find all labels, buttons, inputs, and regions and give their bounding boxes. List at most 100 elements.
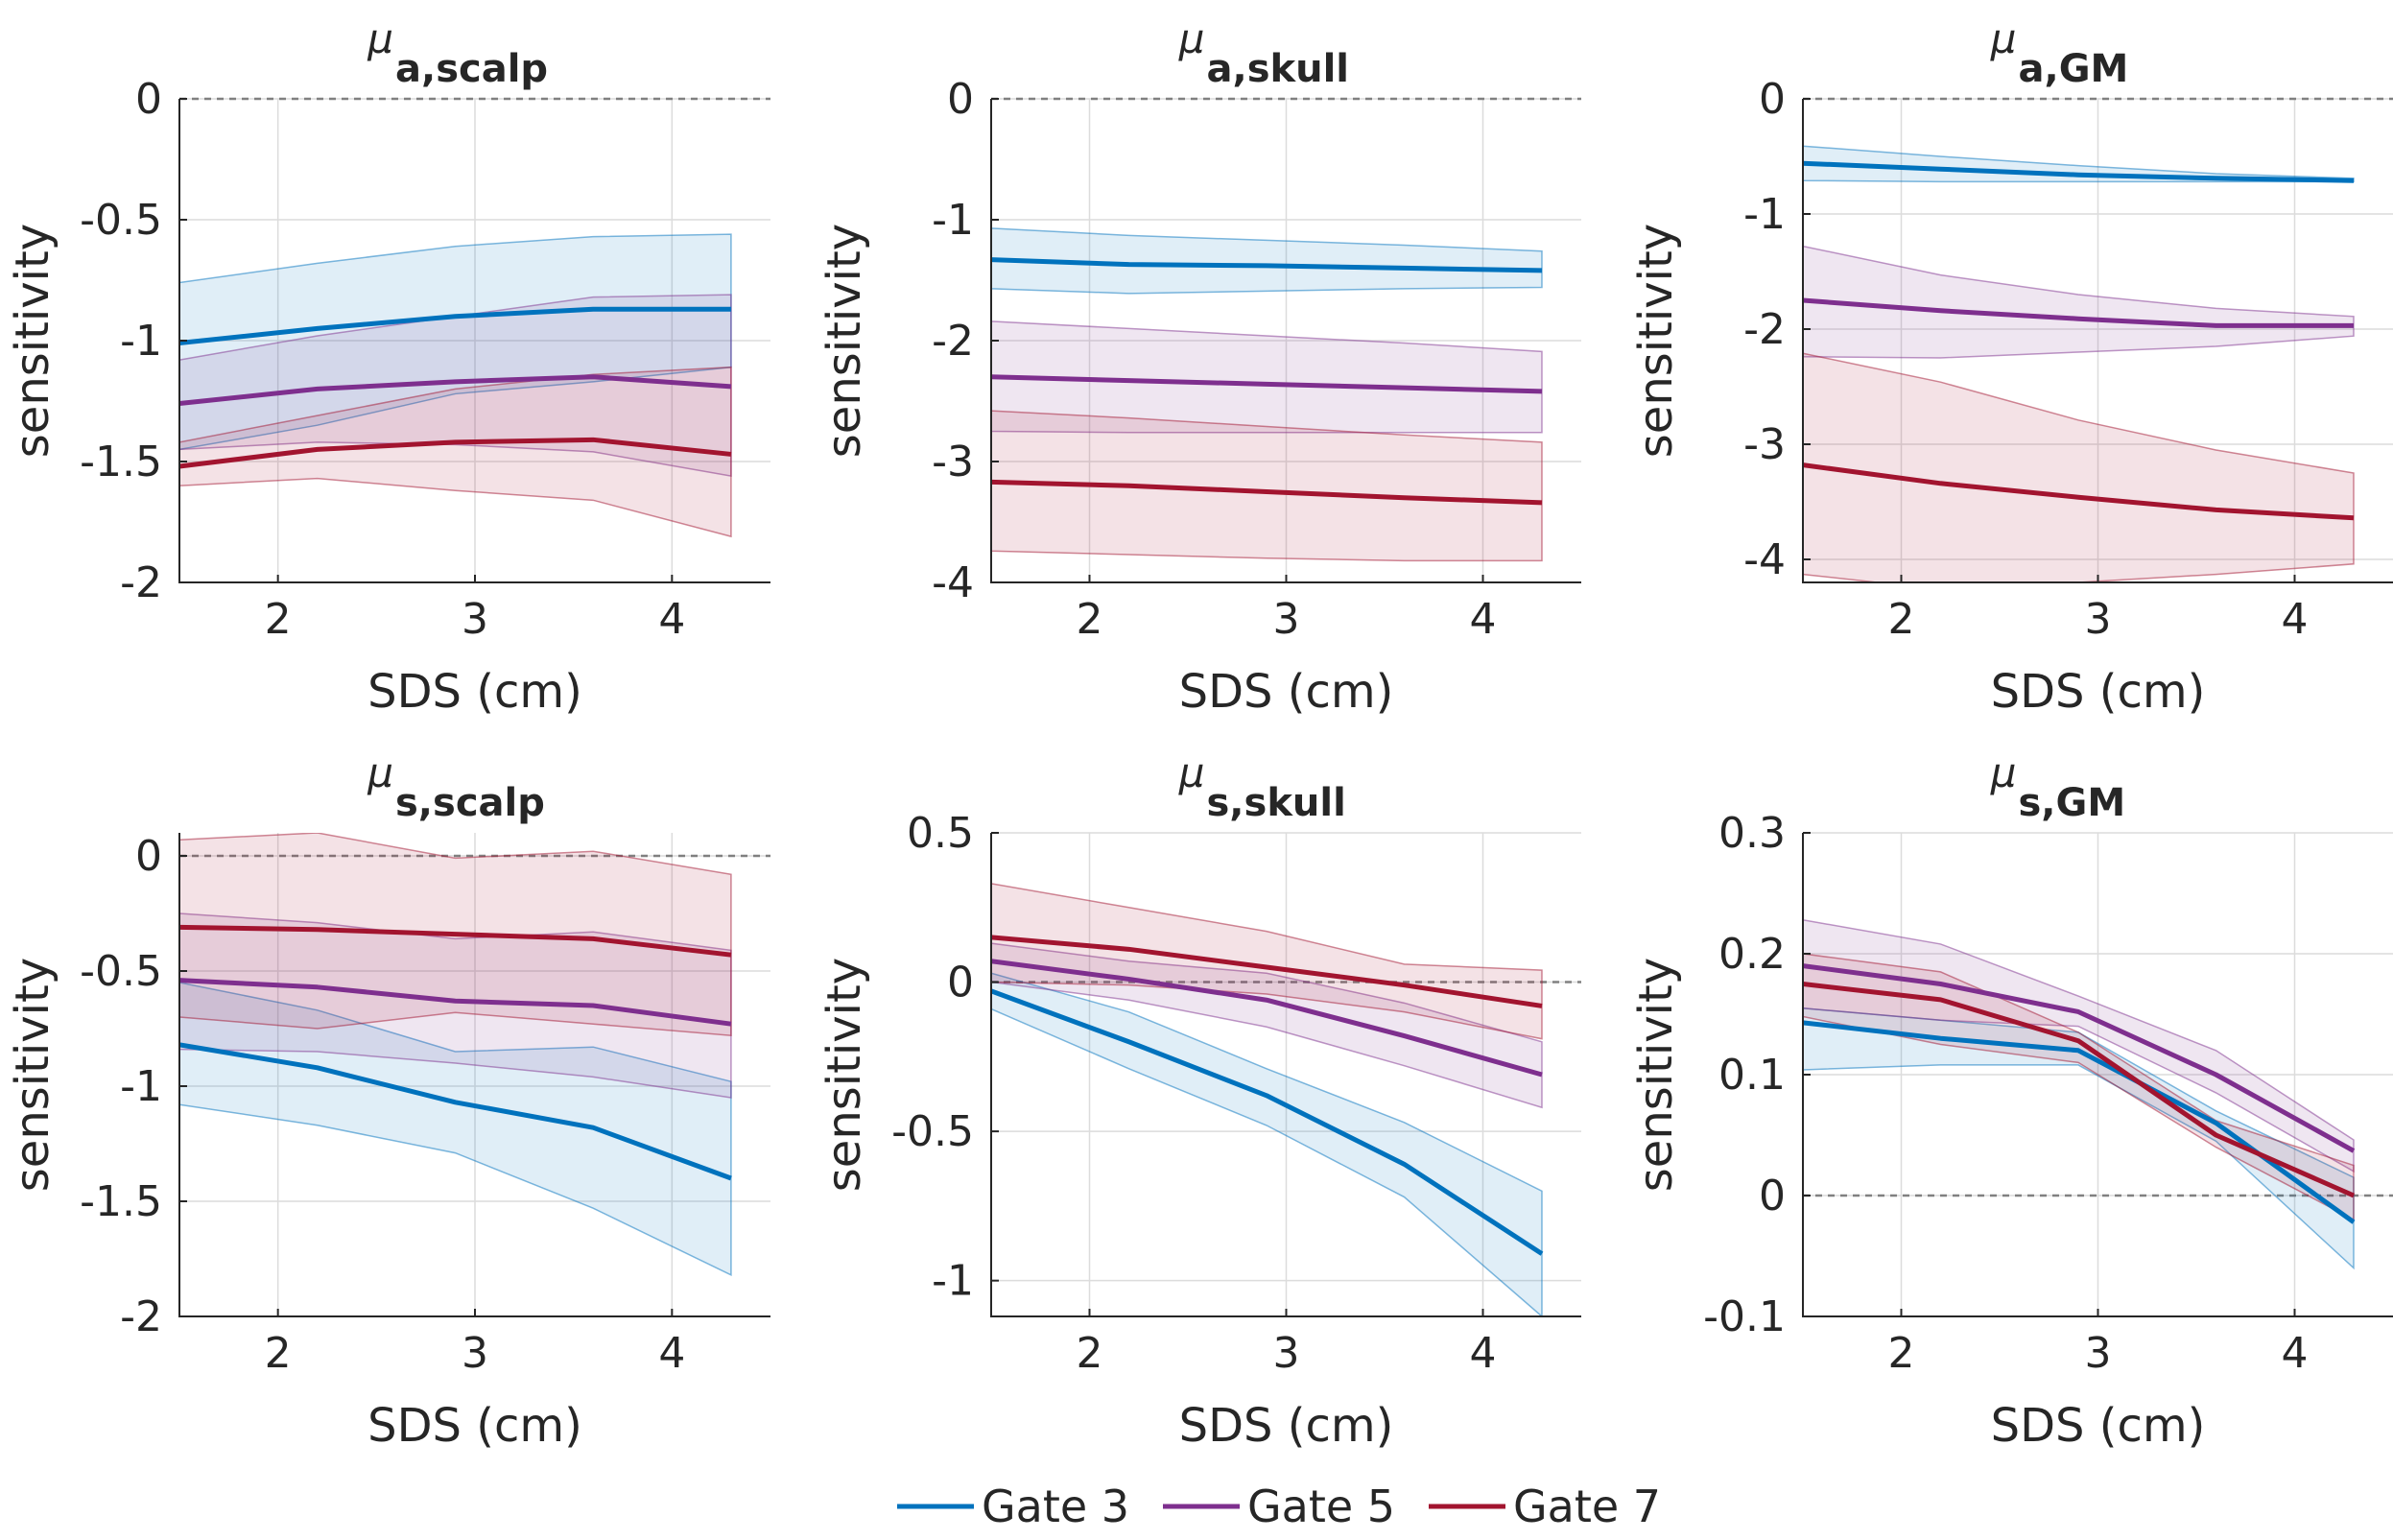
plot-area — [1803, 918, 2356, 1270]
y-tick-label: 0.1 — [1718, 1051, 1786, 1100]
x-tick-label: 3 — [2085, 1329, 2112, 1378]
x-tick-label: 4 — [658, 595, 685, 644]
subplot-mus-scalp: 2 3 4 -2 -1.5 -1 -0.5 0 SDS (cm) sensitivity μs,sc… — [6, 749, 770, 1453]
y-tick-label: -2 — [932, 317, 974, 366]
y-tick-label: -2 — [120, 558, 162, 607]
y-axis-label: sensitivity — [6, 958, 59, 1192]
y-tick-label: -2 — [120, 1292, 162, 1341]
y-tick-label: -1.5 — [80, 1177, 162, 1226]
series-line-gate-7 — [991, 479, 1543, 506]
y-axis-label: sensitivity — [817, 958, 871, 1192]
y-tick-label: -0.5 — [80, 947, 162, 996]
legend: Gate 3 Gate 5 Gate 7 — [883, 1473, 1689, 1540]
x-axis-label: SDS (cm) — [1991, 1399, 2206, 1453]
y-tick-label: -1 — [932, 196, 974, 245]
series-line-gate-7 — [1803, 462, 2355, 521]
confidence-band-gate-7 — [991, 883, 1543, 1040]
x-tick-label: 4 — [1470, 1329, 1497, 1378]
y-tick-label: 0 — [947, 75, 974, 124]
x-axis-label: SDS (cm) — [1179, 665, 1394, 719]
confidence-band-gate-5 — [991, 320, 1543, 434]
plot-area — [991, 883, 1544, 1316]
subplot-title-subscript: a,scalp — [395, 47, 548, 91]
subplot-mus-gm: 2 3 4 -0.1 0 0.1 0.2 0.3 SDS (cm) sensitivity μs,G… — [1629, 749, 2393, 1453]
series-line-gate-3 — [1803, 160, 2355, 183]
series-line-gate-7 — [179, 437, 732, 469]
x-tick-label: 4 — [658, 1329, 685, 1378]
series-line-gate-3 — [991, 257, 1543, 273]
y-tick-label: -0.5 — [891, 1107, 974, 1156]
y-tick-label: -4 — [932, 558, 974, 607]
legend-label-gate-7: Gate 7 — [1513, 1481, 1661, 1532]
confidence-band-gate-3 — [991, 972, 1543, 1316]
x-tick-label: 2 — [1888, 1329, 1915, 1378]
series-line-gate-3 — [179, 306, 731, 346]
y-tick-label: -1 — [932, 1257, 974, 1306]
plot-area — [1803, 145, 2355, 582]
subplot-title-subscript: a,GM — [2019, 47, 2129, 91]
series-line-gate-5 — [991, 374, 1543, 394]
subplot-mus-skull: 2 3 4 -1 -0.5 0 0.5 SDS (cm) sensitivity μs,skull — [817, 749, 1581, 1453]
series-line-gate-3 — [991, 988, 1544, 1256]
subplot-title-symbol: μ — [1990, 749, 2017, 796]
plot-area — [991, 227, 1543, 562]
x-tick-label: 2 — [265, 595, 292, 644]
subplot-title-symbol: μ — [1178, 15, 1205, 62]
confidence-band-gate-7 — [1803, 352, 2355, 582]
subplot-mua-scalp: 2 3 4 -2 -1.5 -1 -0.5 0 SDS (cm) sensitivity μa,sc… — [6, 15, 770, 719]
y-tick-label: -0.5 — [80, 196, 162, 245]
x-tick-label: 2 — [1077, 595, 1103, 644]
x-axis-label: SDS (cm) — [1991, 665, 2206, 719]
y-tick-label: -3 — [1743, 420, 1786, 469]
subplot-title-symbol: μ — [1178, 749, 1205, 796]
y-tick-label: -1 — [120, 1062, 162, 1111]
x-tick-label: 3 — [462, 595, 488, 644]
y-axis-label: sensitivity — [1629, 958, 1683, 1192]
x-tick-label: 3 — [462, 1329, 488, 1378]
series-line-gate-7 — [1803, 982, 2356, 1198]
confidence-band-gate-3 — [179, 982, 732, 1276]
y-tick-label: 0 — [1759, 1172, 1786, 1220]
confidence-band-gate-5 — [1803, 245, 2355, 359]
x-axis-label: SDS (cm) — [367, 665, 582, 719]
subplot-title-subscript: s,scalp — [395, 781, 545, 825]
series-line-gate-7 — [991, 935, 1543, 1008]
confidence-band-gate-3 — [991, 227, 1543, 295]
subplot-mua-skull: 2 3 4 -4 -3 -2 -1 0 SDS (cm) sensitivity μa,skull — [817, 15, 1581, 719]
x-tick-label: 4 — [2282, 1329, 2309, 1378]
x-tick-label: 4 — [2282, 595, 2309, 644]
subplot-title-subscript: s,skull — [1207, 781, 1346, 825]
y-tick-label: -2 — [1743, 305, 1786, 354]
y-tick-label: 0.3 — [1718, 809, 1786, 858]
x-tick-label: 2 — [1888, 595, 1915, 644]
series-line-gate-5 — [1803, 963, 2356, 1153]
y-tick-label: -1 — [120, 317, 162, 366]
series-line-gate-3 — [179, 1042, 732, 1181]
subplot-title-subscript: s,GM — [2019, 781, 2126, 825]
x-tick-label: 4 — [1470, 595, 1497, 644]
plot-area — [179, 833, 732, 1276]
series-line-gate-5 — [179, 374, 732, 407]
x-tick-label: 2 — [265, 1329, 292, 1378]
y-tick-label: -1.5 — [80, 438, 162, 486]
subplot-title-symbol: μ — [1990, 15, 2017, 62]
y-tick-label: -4 — [1743, 535, 1786, 584]
y-axis-label: sensitivity — [817, 224, 871, 458]
subplot-title-subscript: a,skull — [1207, 47, 1350, 91]
axes-frame — [1802, 99, 2393, 583]
x-tick-label: 3 — [1273, 595, 1300, 644]
legend-box — [883, 1473, 1689, 1540]
x-tick-label: 3 — [1273, 1329, 1300, 1378]
y-tick-label: 0 — [135, 832, 162, 881]
legend-label-gate-5: Gate 5 — [1247, 1481, 1395, 1532]
confidence-band-gate-7 — [179, 366, 732, 538]
plot-area — [179, 233, 732, 538]
subplot-title-symbol: μ — [367, 749, 393, 796]
y-tick-label: 0.2 — [1718, 930, 1786, 979]
confidence-band-gate-7 — [991, 410, 1543, 562]
y-tick-label: 0 — [1759, 75, 1786, 124]
y-tick-label: 0.5 — [907, 809, 974, 858]
series-line-gate-7 — [179, 924, 732, 958]
subplot-grid: 2 3 4 -2 -1.5 -1 -0.5 0 SDS (cm) sensitivity μ a,sc… — [6, 15, 2393, 1453]
